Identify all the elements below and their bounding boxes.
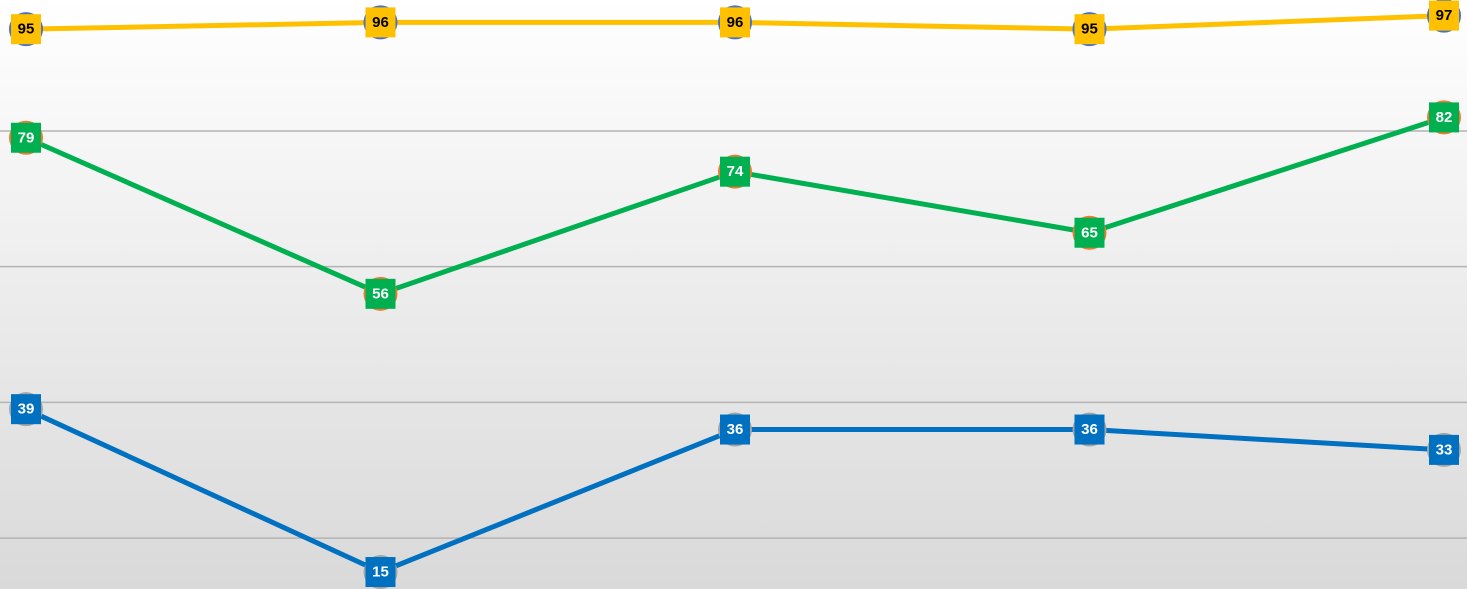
- data-label-box: [11, 122, 41, 153]
- data-label: 95: [1081, 21, 1098, 38]
- data-label: 65: [1081, 224, 1098, 241]
- data-label: 96: [727, 14, 744, 31]
- data-label: 97: [1436, 7, 1453, 24]
- data-label-box: [1429, 102, 1459, 133]
- data-label-box: [720, 414, 750, 445]
- data-label: 36: [727, 421, 744, 438]
- data-label: 33: [1436, 441, 1453, 458]
- data-label: 82: [1436, 109, 1453, 126]
- data-label: 56: [372, 285, 389, 302]
- data-label: 74: [727, 163, 744, 180]
- data-label-box: [11, 394, 41, 425]
- data-label-box: [11, 14, 41, 45]
- data-label: 39: [18, 401, 35, 418]
- data-label-box: [1429, 434, 1459, 465]
- data-label-box: [1074, 414, 1105, 445]
- data-label-box: [365, 557, 396, 588]
- data-label: 96: [372, 14, 389, 31]
- data-label: 79: [18, 129, 35, 146]
- data-label-box: [1074, 14, 1105, 45]
- data-label-box: [720, 7, 750, 38]
- data-label-box: [720, 156, 750, 187]
- data-label-box: [365, 278, 396, 309]
- data-label-box: [365, 7, 396, 38]
- data-label: 95: [18, 21, 35, 38]
- data-label: 15: [372, 564, 389, 581]
- data-label-box: [1074, 217, 1105, 248]
- data-label-box: [1429, 0, 1459, 31]
- data-label: 36: [1081, 421, 1098, 438]
